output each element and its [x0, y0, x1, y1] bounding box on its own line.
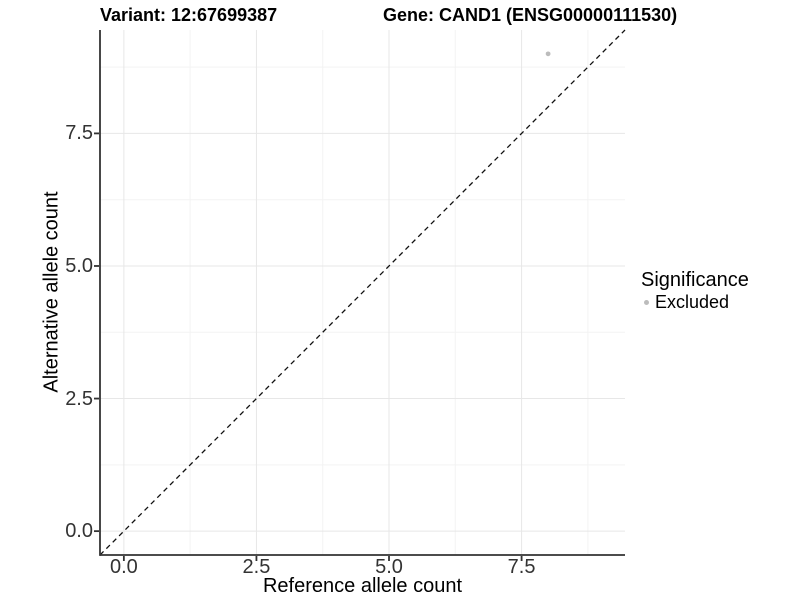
y-tick-label: 0.0 [65, 520, 93, 543]
legend-key-dot-icon [644, 299, 649, 305]
legend-title: Significance [641, 269, 749, 291]
legend-items: Excluded [641, 292, 749, 312]
y-tick-label: 5.0 [65, 254, 93, 277]
y-axis-title: Alternative allele count [40, 191, 63, 393]
x-tick-label: 7.5 [507, 556, 536, 578]
identity-line [99, 29, 626, 556]
x-tick-label: 0.0 [109, 556, 138, 578]
y-tick-label: 2.5 [65, 387, 93, 410]
legend-item: Excluded [641, 292, 749, 312]
y-tick-label: 7.5 [65, 122, 93, 145]
x-tick-label: 2.5 [242, 556, 271, 578]
x-axis-title: Reference allele count [262, 575, 462, 597]
x-tick-label: 5.0 [375, 556, 403, 578]
data-point [545, 51, 551, 57]
plot-title-variant: Variant: 12:67699387 [100, 5, 278, 25]
legend-item-label: Excluded [655, 291, 730, 312]
legend: Significance Excluded [641, 270, 749, 312]
plot-title-gene: Gene: CAND1 (ENSG00000111530) [383, 5, 678, 25]
